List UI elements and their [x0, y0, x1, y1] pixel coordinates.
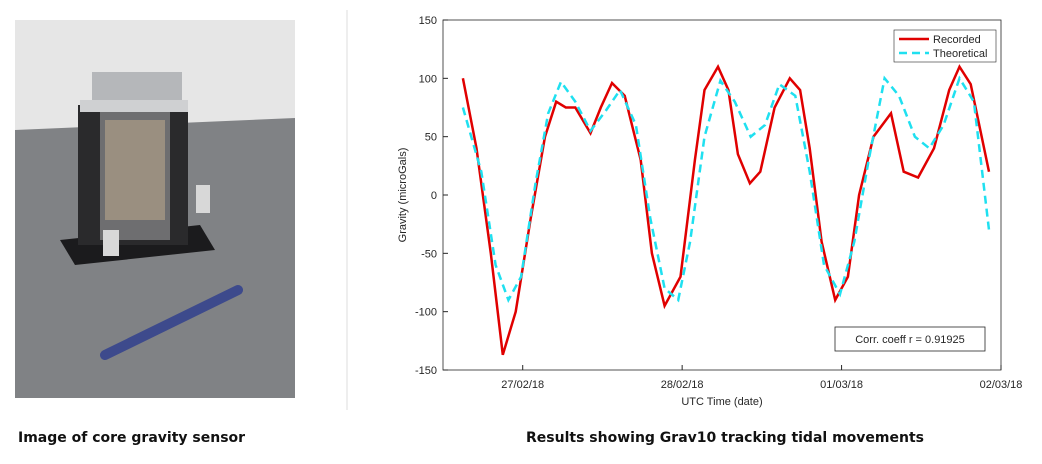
legend-box	[893, 29, 997, 63]
annotation: Corr. coeff r = 0.91925	[855, 334, 965, 346]
y-tick-label: 150	[419, 15, 437, 27]
series-line	[461, 75, 991, 304]
y-tick-label: -50	[421, 248, 437, 260]
x-tick-label: 01/03/18	[820, 379, 863, 391]
y-tick-label: -100	[415, 307, 437, 319]
x-axis-label: UTC Time (date)	[681, 396, 762, 408]
legend-label: Theoretical	[933, 48, 987, 60]
y-tick-label: 0	[431, 190, 437, 202]
annotation-box	[834, 326, 986, 352]
series-line	[461, 63, 991, 356]
x-tick-label: 27/02/18	[501, 379, 544, 391]
y-tick-label: 100	[419, 73, 437, 85]
chart-caption: Results showing Grav10 tracking tidal mo…	[526, 430, 924, 446]
y-tick-label: 50	[425, 132, 437, 144]
y-tick-label: -150	[415, 365, 437, 377]
x-tick-label: 28/02/18	[661, 379, 704, 391]
legend-label: Recorded	[933, 34, 981, 46]
x-tick-label: 02/03/18	[980, 379, 1023, 391]
photo-caption: Image of core gravity sensor	[18, 430, 245, 446]
sensor-photo	[15, 20, 295, 398]
plot-frame	[442, 19, 1002, 371]
y-axis-label: Gravity (microGals)	[397, 148, 409, 243]
